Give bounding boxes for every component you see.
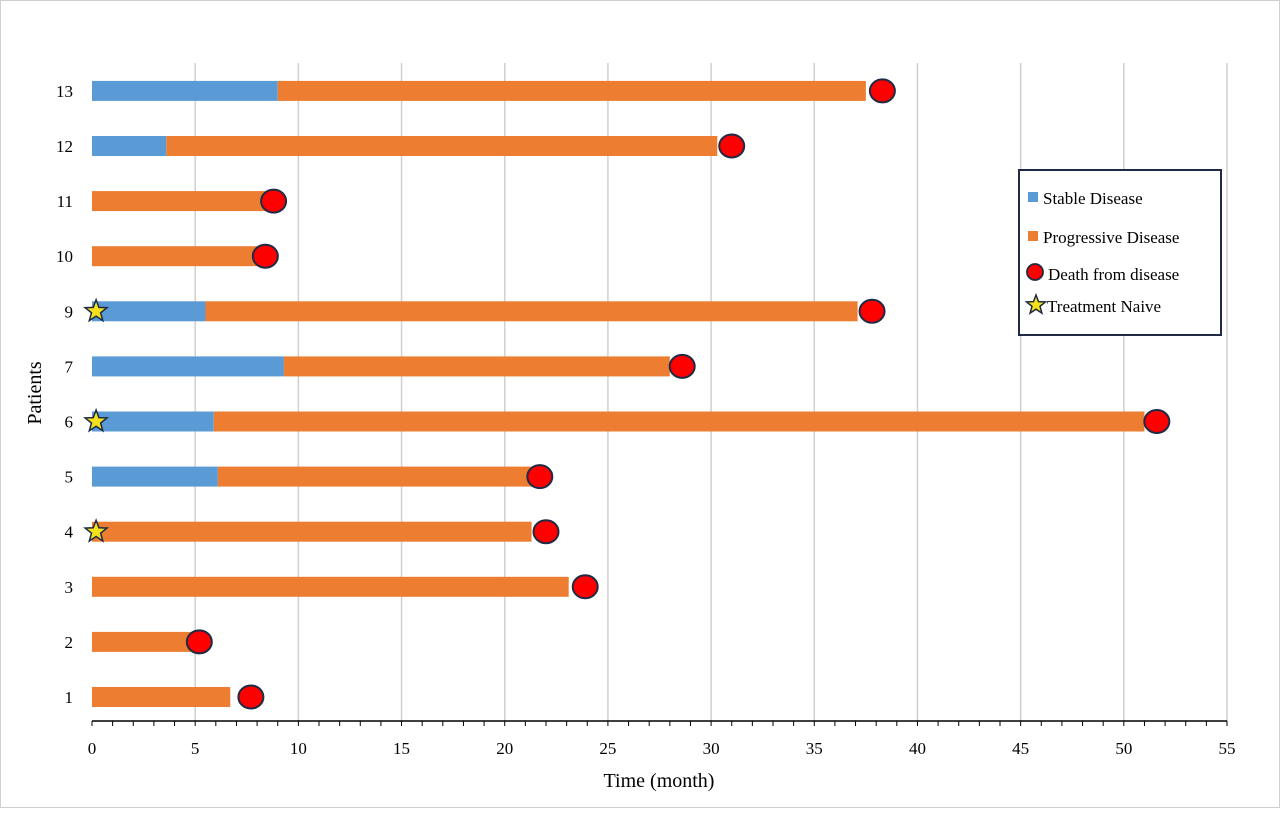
- legend-star-icon: [1024, 292, 1048, 315]
- legend-death-icon: [1026, 263, 1044, 281]
- y-tick-label: 3: [65, 578, 74, 597]
- death-marker: [251, 243, 279, 269]
- y-axis-title: Patients: [24, 361, 46, 425]
- death-marker: [526, 464, 554, 490]
- bar-progressive: [217, 466, 532, 487]
- x-tick-label: 25: [599, 739, 616, 758]
- bar-progressive: [283, 356, 670, 377]
- legend-label-stable: Stable Disease: [1043, 189, 1143, 208]
- legend-label-death: Death from disease: [1048, 265, 1179, 284]
- bar-progressive: [166, 136, 718, 156]
- legend-swatch-stable: [1028, 192, 1038, 202]
- x-tick-label: 10: [290, 739, 307, 758]
- y-tick-label: 6: [65, 413, 74, 432]
- y-tick-label: 2: [65, 633, 74, 652]
- x-tick-label: 0: [88, 739, 97, 758]
- legend-swatch-progressive: [1028, 231, 1038, 241]
- legend-box: [1018, 169, 1222, 336]
- bar-stable: [92, 301, 206, 322]
- x-tick-label: 45: [1012, 739, 1029, 758]
- death-marker: [185, 629, 213, 655]
- bar-progressive: [92, 246, 260, 267]
- legend: Stable Disease Progressive Disease Death…: [1018, 169, 1222, 336]
- x-tick-label: 15: [393, 739, 410, 758]
- bar-progressive: [92, 191, 268, 212]
- x-tick-label: 5: [191, 739, 200, 758]
- death-marker: [571, 574, 599, 600]
- bars: [92, 80, 1145, 707]
- death-marker: [1143, 409, 1171, 434]
- death-marker: [858, 298, 886, 324]
- bar-progressive: [92, 687, 231, 707]
- markers: [83, 78, 1171, 710]
- bar-progressive: [92, 521, 532, 542]
- treatment-naive-star: [83, 518, 110, 543]
- death-marker: [237, 684, 265, 710]
- death-marker: [260, 188, 288, 214]
- x-tick-label: 20: [496, 739, 513, 758]
- bar-stable: [92, 136, 167, 156]
- y-tick-label: 1: [65, 688, 74, 707]
- y-tick-label: 11: [57, 192, 73, 211]
- bar-progressive: [92, 576, 569, 597]
- y-tick-label: 12: [56, 137, 73, 156]
- death-marker: [868, 78, 896, 104]
- death-marker: [668, 353, 696, 379]
- death-marker: [718, 133, 746, 159]
- gridlines: [194, 63, 1228, 721]
- y-tick-label: 5: [65, 468, 74, 487]
- treatment-naive-star: [83, 297, 110, 323]
- bar-stable: [92, 411, 214, 432]
- treatment-naive-star: [83, 407, 110, 433]
- bar-progressive: [213, 411, 1145, 432]
- y-tick-label: 13: [56, 82, 73, 101]
- bar-progressive: [205, 301, 858, 322]
- bar-stable: [92, 80, 278, 101]
- x-tick-label: 30: [703, 739, 720, 758]
- y-tick-label: 10: [56, 247, 73, 266]
- x-tick-label: 55: [1219, 739, 1236, 758]
- bar-progressive: [277, 80, 866, 101]
- y-tick-label: 9: [65, 302, 74, 321]
- x-tick-label: 50: [1115, 739, 1132, 758]
- legend-label-progressive: Progressive Disease: [1043, 228, 1179, 247]
- x-tick-label: 35: [806, 739, 823, 758]
- x-tick-label: 40: [909, 739, 926, 758]
- y-tick-label: 7: [65, 357, 74, 376]
- y-tick-label: 4: [65, 523, 74, 542]
- death-marker: [532, 519, 560, 545]
- legend-label-naive: Treatment Naive: [1047, 297, 1161, 316]
- x-axis-title: Time (month): [604, 770, 715, 792]
- bar-stable: [92, 356, 284, 377]
- bar-stable: [92, 466, 218, 487]
- bar-progressive: [92, 631, 192, 652]
